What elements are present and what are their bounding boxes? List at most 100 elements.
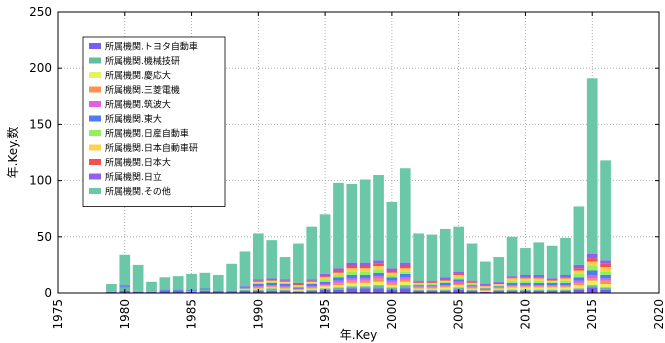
bar-segment — [266, 280, 278, 282]
bar-segment — [533, 277, 545, 279]
bar-segment — [600, 278, 611, 281]
legend: 所属機関.トヨタ自動車所属機関.機械技研所属機関.慶応大所属機関.三菱電機所属機… — [82, 36, 226, 207]
bar-segment — [520, 280, 531, 283]
bar-segment — [560, 286, 571, 288]
bar-segment — [359, 288, 371, 293]
x-tick-label: 2000 — [385, 299, 399, 330]
bar-segment — [573, 268, 585, 271]
bar-segment — [586, 78, 598, 254]
bar-segment — [426, 290, 438, 293]
bar-segment — [386, 270, 398, 273]
bar-segment — [506, 285, 518, 287]
bar-segment — [399, 279, 411, 282]
bar-segment — [520, 275, 531, 278]
bar-segment — [480, 290, 491, 292]
bar-segment — [199, 289, 211, 291]
bar-segment — [546, 279, 558, 281]
legend-box — [82, 36, 226, 207]
bar-segment — [346, 280, 358, 283]
bar-segment — [172, 276, 184, 290]
bar-segment — [506, 236, 518, 277]
bar-segment — [293, 289, 304, 291]
bar-segment — [333, 268, 344, 271]
bar-segment — [319, 214, 331, 274]
bar-segment — [346, 288, 358, 293]
bar-segment — [533, 286, 545, 288]
bar-segment — [493, 289, 505, 291]
bar-segment — [279, 279, 291, 281]
bar-segment — [333, 275, 344, 278]
bar-segment — [466, 286, 478, 288]
bar-segment — [346, 282, 358, 287]
legend-label: 所属機関.その他 — [105, 186, 171, 198]
bar-segment — [146, 291, 157, 293]
bar-segment — [333, 182, 344, 269]
bar-segment — [266, 287, 278, 289]
bar-segment — [546, 286, 558, 288]
bar-segment — [399, 277, 411, 280]
bar-segment — [480, 261, 491, 285]
bar-segment — [546, 245, 558, 279]
bar-segment — [573, 206, 585, 265]
bar-segment — [132, 291, 144, 293]
bar-segment — [426, 234, 438, 281]
bar-segment — [506, 290, 518, 293]
legend-swatch — [89, 101, 101, 107]
bar-segment — [506, 278, 518, 281]
bar-segment — [533, 242, 545, 276]
bar-segment — [279, 284, 291, 287]
bar-segment — [373, 174, 384, 261]
bar-segment — [466, 284, 478, 286]
bar-segment — [333, 289, 344, 293]
bar-segment — [373, 285, 384, 289]
bar-segment — [586, 258, 598, 262]
bar-segment — [306, 281, 318, 283]
bar-segment — [359, 179, 371, 263]
bar-segment — [319, 279, 331, 282]
bar-segment — [439, 285, 451, 287]
bar-segment — [573, 282, 585, 286]
bar-segment — [306, 288, 318, 290]
bar-segment — [520, 277, 531, 279]
bar-segment — [466, 280, 478, 282]
bar-segment — [573, 285, 585, 289]
bar-segment — [359, 275, 371, 279]
bar-segment — [506, 277, 518, 279]
bar-segment — [346, 286, 358, 289]
legend-label: 所属機関.機械技研 — [105, 55, 180, 67]
bar-segment — [426, 288, 438, 290]
bar-segment — [306, 280, 318, 282]
bar-segment — [426, 284, 438, 286]
bar-segment — [386, 277, 398, 281]
bar-segment — [373, 278, 384, 282]
bar-segment — [439, 280, 451, 282]
bar-segment — [453, 281, 465, 285]
bar-segment — [212, 291, 224, 293]
bar-segment — [252, 280, 264, 282]
bar-segment — [386, 201, 398, 269]
bar-segment — [319, 281, 331, 285]
y-tick-label: 250 — [29, 5, 52, 19]
bar-segment — [119, 285, 131, 287]
bar-segment — [480, 285, 491, 287]
x-axis-title: 年.Key — [340, 328, 378, 342]
bar-segment — [172, 290, 184, 293]
bar-segment — [159, 289, 171, 291]
bar-segment — [533, 287, 545, 290]
bar-segment — [386, 287, 398, 290]
bar-segment — [600, 260, 611, 264]
bar-segment — [333, 277, 344, 281]
x-tick-label: 1990 — [251, 299, 265, 330]
bar-segment — [439, 286, 451, 288]
bar-segment — [333, 287, 344, 290]
bar-segment — [239, 288, 251, 290]
bar-segment — [573, 273, 585, 278]
bar-segment — [359, 271, 371, 276]
y-tick-label: 100 — [29, 174, 52, 188]
bar-segment — [493, 290, 505, 293]
bar-segment — [359, 268, 371, 272]
bar-segment — [439, 281, 451, 283]
bar-segment — [493, 282, 505, 285]
bar-segment — [453, 271, 465, 274]
bar-segment — [439, 228, 451, 278]
